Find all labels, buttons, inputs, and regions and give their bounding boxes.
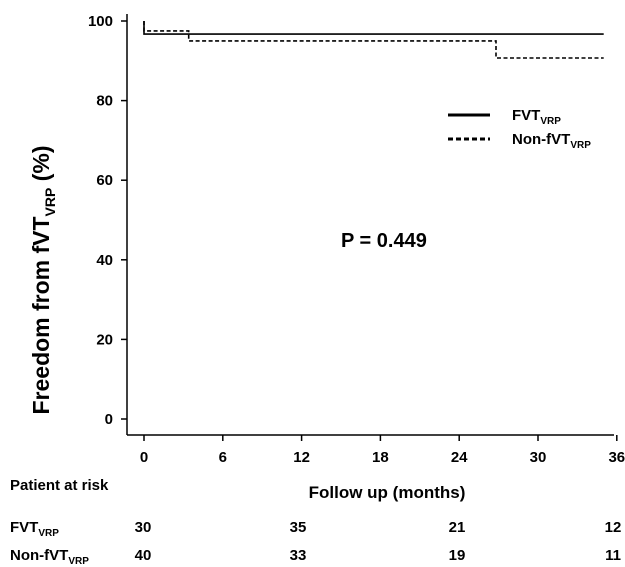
risk-table: Patient at risk FVTVRP 30 35 21 12 Non-fVTVRP 4… [10,477,621,567]
y-tick-label: 0 [105,411,113,428]
p-value-annotation: P = 0.449 [341,230,427,252]
risk-row-label: FVTVRP [10,519,59,539]
y-axis-label: Freedom from fVTVRP (%) [28,145,58,414]
risk-value-cell: 30 [135,519,152,536]
x-tick-label: 18 [372,449,389,466]
y-tick-label: 40 [96,252,113,269]
legend-label-fvt: FVTVRP [512,107,561,127]
y-tick-label: 100 [88,13,113,30]
x-tick-label: 0 [140,449,148,466]
x-tick-label: 24 [451,449,468,466]
x-axis-label: Follow up (months) [309,483,466,502]
series-line-non-fvt [143,21,604,59]
axes: 0 20 40 60 80 100 0 6 12 18 24 30 36 [88,13,625,466]
x-tick-label: 30 [530,449,547,466]
series-group [143,21,604,59]
x-tick-label: 36 [608,449,625,466]
y-tick-label: 80 [96,93,113,110]
risk-value-cell: 12 [605,519,622,536]
risk-value-cell: 19 [449,547,466,564]
risk-row-label: Non-fVTVRP [10,547,89,567]
risk-value-cell: 40 [135,547,152,564]
risk-value-cell: 21 [449,519,466,536]
legend: FVTVRP Non-fVTVRP [448,107,591,151]
risk-value-cell: 11 [605,547,621,564]
legend-label-non-fvt: Non-fVTVRP [512,131,591,151]
risk-value-cell: 33 [290,547,307,564]
y-tick-label: 20 [96,331,113,348]
y-tick-label: 60 [96,172,113,189]
risk-value-cell: 35 [290,519,307,536]
risk-table-title: Patient at risk [10,477,109,494]
series-line-fvt [143,21,604,35]
x-tick-label: 6 [219,449,227,466]
x-tick-label: 12 [293,449,310,466]
